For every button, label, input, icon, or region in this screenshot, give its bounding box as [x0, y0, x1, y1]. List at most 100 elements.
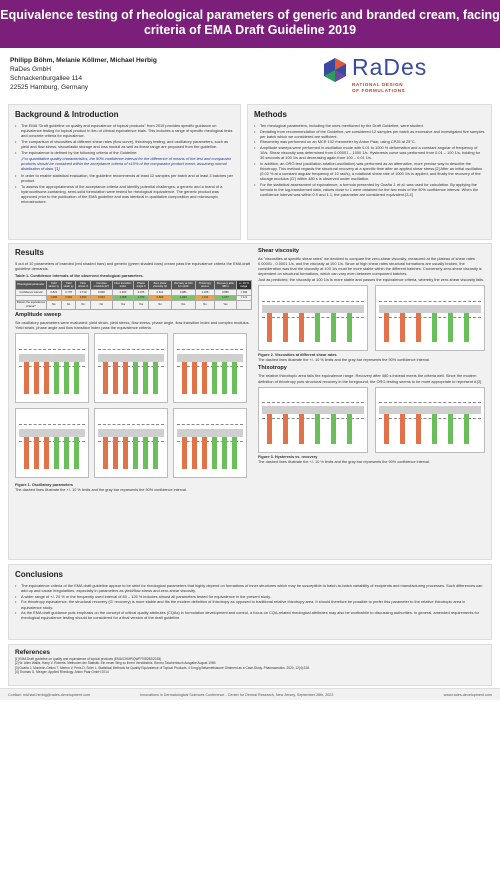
table-cell: No [148, 299, 172, 310]
methods-bullet: Deviating from recommendation of the Gui… [254, 129, 485, 139]
confidence-band [379, 304, 481, 313]
chart-bar [347, 413, 352, 444]
chart-bar [123, 362, 128, 394]
results-section: Results 5 out of 10 parameters of brande… [8, 243, 492, 560]
methods-heading: Methods [254, 110, 287, 119]
table-header-cell: Flow stress τf [75, 280, 91, 291]
chart-bar [24, 437, 29, 469]
table-cell: 0.930 [75, 294, 91, 301]
chart-bar [212, 362, 217, 394]
methods-bullet: Rheometry was performed on an MCR 102 rh… [254, 139, 485, 144]
chart-bar [103, 362, 108, 394]
chart-panel [173, 332, 247, 403]
chart-bar [331, 312, 336, 343]
table-header-cell: Yield strain γy [60, 280, 77, 291]
chart-bar [315, 312, 320, 343]
confidence-band [98, 428, 164, 437]
limit-line [379, 402, 481, 404]
background-bullet: The comparison of viscosities at differe… [15, 139, 234, 149]
chart-bar [143, 437, 148, 469]
chart-bar [331, 413, 336, 444]
poster-title: Equivalence testing of rheological param… [0, 0, 500, 48]
table-header-cell: Flow transition index [111, 280, 134, 291]
limit-line [98, 366, 164, 368]
references-heading: References [15, 649, 51, 656]
chart-bar [448, 312, 453, 343]
guideline-quote: „For quantitative quality characteristic… [21, 155, 232, 171]
footer-website[interactable]: www.rades-development.com [443, 693, 492, 697]
confidence-band [177, 428, 243, 437]
table-cell [235, 299, 253, 310]
chart-bar [143, 362, 148, 394]
limit-line [379, 316, 481, 318]
shear-text: As "viscosities at specific shear rates"… [258, 256, 482, 277]
chart-bar [202, 362, 207, 394]
chart-bar [432, 312, 437, 343]
figure-3-caption: Figure 3. Hysteresis vs. recovery The das… [258, 455, 487, 465]
rades-logo: RaDes RATIONAL DESIGN OF FORMULATIONS [322, 54, 492, 104]
chart-bar [202, 437, 207, 469]
chart-panel [375, 386, 485, 453]
chart-bar [432, 413, 437, 444]
confidence-band [177, 353, 243, 362]
chart-bar [384, 413, 389, 444]
confidence-table: Rheological parameter Yield stress τy Yiel… [15, 280, 253, 310]
figure-1-panels [15, 332, 252, 483]
methods-bullet: For the statistical assessment of equiva… [254, 182, 485, 197]
chart-bar [54, 362, 59, 394]
methods-bullet: Amplitude sweeps were performed in oscil… [254, 145, 485, 160]
table-cell: Yes [170, 299, 196, 310]
limit-line [262, 316, 364, 318]
limit-line [177, 366, 243, 368]
chart-bar [283, 413, 288, 444]
table-cell: Yes [214, 299, 237, 310]
chart-panel [375, 285, 485, 352]
limit-line [177, 424, 243, 426]
table-header-cell: Rheological parameter [15, 280, 47, 291]
logo-mark-icon [324, 58, 346, 82]
footer-contact[interactable]: Contact: michael.herbig@rades-developmen… [8, 693, 91, 697]
chart-bar [232, 362, 237, 394]
chart-bar [123, 437, 128, 469]
table-cell: No [89, 299, 113, 310]
conclusion-bullet: For thixotropy equivalence, the structur… [15, 599, 485, 609]
limit-line [262, 402, 364, 404]
limit-line [379, 418, 481, 420]
chart-panel [258, 285, 368, 352]
table-cell: < 1.1 [235, 294, 253, 301]
table-cell: No [45, 299, 62, 310]
table-row: Passes the equivalence criteria? No No No No… [15, 299, 253, 310]
chart-bar [299, 413, 304, 444]
chart-bar [103, 437, 108, 469]
author-names: Philipp Böhm, Melanie Köllmer, Michael H… [10, 57, 157, 64]
reference-item: [4] Thomas G. Mezger: Applied Rheology. … [15, 670, 109, 675]
table-cell: 1.086 [45, 294, 62, 301]
chart-bar [315, 413, 320, 444]
chart-bar [64, 362, 69, 394]
amplitude-heading: Amplitude sweep [15, 311, 62, 318]
chart-bar [44, 362, 49, 394]
chart-bar [113, 362, 118, 394]
company: RaDes GmbH [10, 66, 52, 73]
limit-line [262, 300, 364, 302]
table-cell: No [194, 299, 216, 310]
limit-line [19, 366, 85, 368]
reference-item: [2] W. Allen Wallis, Harry V. Roberts: M… [15, 661, 217, 666]
limit-line [262, 418, 364, 420]
limit-line [19, 441, 85, 443]
chart-panel [94, 407, 168, 478]
table-header-cell: Phase angle δ [132, 280, 150, 291]
background-bullet: The EMA "Draft guideline on quality and … [15, 123, 234, 138]
figure-3-panels [258, 386, 487, 455]
city: 22525 Hamburg, Germany [10, 84, 89, 91]
reference-item: [1] EMA Draft guideline on quality and e… [15, 657, 162, 661]
figure-2-panels [258, 285, 487, 353]
chart-bar [133, 437, 138, 469]
chart-bar [464, 413, 469, 444]
street: Schnackenburgallee 114 [10, 75, 83, 82]
conclusion-bullet: A wider range of +/- 20 % or the frequen… [15, 594, 485, 599]
table-header-cell: Yield stress τy [45, 280, 62, 291]
methods-bullet: In addition, an ORO-test (oscillation-ro… [254, 161, 485, 181]
chart-bar [222, 437, 227, 469]
